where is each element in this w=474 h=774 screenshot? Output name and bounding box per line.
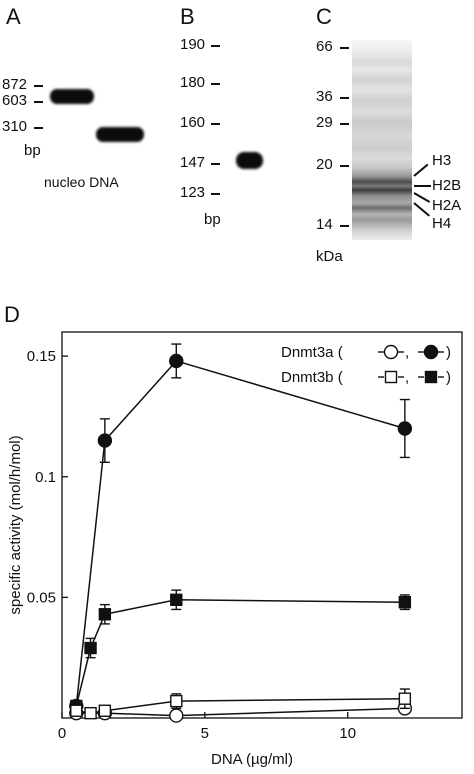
legend-prefix: Dnmt3a ( (281, 344, 343, 361)
marker-66: 66 (316, 38, 333, 55)
legend-open-marker (384, 370, 398, 384)
y-tick-label: 0.1 (35, 469, 56, 486)
activity-chart: 0 5 10 0.05 0.1 0.15 DNA (µg/ml) specific activ… (7, 331, 463, 768)
panel-d-label: D (4, 302, 20, 327)
data-point-square (70, 704, 83, 717)
legend-entry-dnmt3b: Dnmt3b (,) (281, 369, 451, 386)
plot-frame (61, 331, 463, 719)
marker-160: 160 (180, 114, 206, 131)
marker-29-tick (340, 123, 349, 125)
panel-c-label: C (316, 4, 332, 29)
x-axis-label: DNA (µg/ml) (211, 751, 293, 768)
y-tick-label: 0.05 (27, 589, 56, 606)
marker-14: 14 (316, 216, 333, 233)
h3-pointer (413, 163, 429, 177)
series-dnmt3a-filled (69, 343, 413, 714)
panel-a-lane-label: nucleo DNA (44, 174, 119, 190)
legend-suffix: ) (446, 369, 451, 386)
data-point-square (398, 692, 412, 705)
series-dnmt3b-filled (70, 589, 412, 713)
marker-190-tick (211, 45, 220, 47)
band-label-h2a: H2A (432, 197, 462, 214)
legend-open-marker (383, 344, 399, 360)
data-point-circle (97, 433, 113, 448)
series-line (75, 360, 406, 707)
marker-603: 603 (2, 92, 28, 109)
series-line (76, 707, 405, 717)
data-point-square (398, 596, 412, 609)
series-dnmt3b-open (70, 688, 412, 720)
marker-123: 123 (180, 184, 206, 201)
chart-legend: Dnmt3a (,)Dnmt3b (,) (281, 344, 451, 386)
nucleosomal-dna-147-band (236, 152, 263, 169)
x-tick-label: 0 (58, 725, 66, 742)
marker-603-tick (34, 101, 43, 103)
marker-310-tick (34, 127, 43, 129)
data-point-square (98, 704, 112, 717)
legend-sep: , (405, 344, 409, 361)
data-point-square (170, 694, 183, 708)
chart-marks (69, 343, 413, 723)
legend-entry-dnmt3a: Dnmt3a (,) (281, 344, 451, 361)
panel-a-label: A (6, 4, 21, 29)
legend-filled-marker (424, 370, 438, 384)
marker-66-tick (340, 47, 349, 49)
data-point-circle (169, 353, 184, 369)
band-label-h4: H4 (432, 215, 452, 232)
data-point-square (84, 641, 97, 655)
nucleosomal-dna-band (96, 127, 144, 142)
marker-872-tick (34, 85, 43, 87)
legend-prefix: Dnmt3b ( (281, 369, 343, 386)
marker-20-tick (340, 165, 349, 167)
y-axis-label: specific activity (mol/h/mol) (7, 435, 24, 614)
panel-a-unit: bp (24, 142, 41, 159)
series-dnmt3a-open (69, 701, 413, 723)
marker-20: 20 (316, 156, 333, 173)
data-point-square (170, 593, 183, 606)
marker-147-tick (211, 163, 220, 165)
marker-147: 147 (180, 154, 206, 171)
series-line (76, 697, 405, 714)
panel-c-unit: kDa (316, 248, 343, 265)
marker-180-tick (211, 83, 220, 85)
y-tick-label: 0.15 (27, 348, 56, 365)
x-tick-label: 10 (339, 725, 356, 742)
data-point-square (84, 706, 97, 720)
marker-190: 190 (180, 36, 206, 53)
h2a-pointer (413, 192, 431, 203)
panel-b-unit: bp (204, 211, 221, 228)
data-point-square (98, 608, 112, 621)
h4-pointer (413, 202, 430, 217)
band-label-h3: H3 (432, 152, 452, 169)
marker-36: 36 (316, 88, 333, 105)
legend-suffix: ) (446, 344, 451, 361)
data-point-circle (169, 708, 184, 723)
chart-axes: 0 5 10 0.05 0.1 0.15 DNA (µg/ml) specific activ… (7, 331, 463, 768)
marker-180: 180 (180, 74, 206, 91)
marker-123-tick (211, 193, 220, 195)
histone-gel-lane (352, 40, 412, 240)
marker-29: 29 (316, 114, 333, 131)
h2b-pointer (414, 185, 431, 187)
dna-ladder-band (50, 89, 94, 104)
band-label-h2b: H2B (432, 177, 462, 194)
data-point-circle (397, 421, 413, 436)
marker-14-tick (340, 225, 349, 227)
marker-160-tick (211, 123, 220, 125)
panel-b-label: B (180, 4, 195, 29)
legend-sep: , (405, 369, 409, 386)
marker-310: 310 (2, 118, 28, 135)
series-line (75, 599, 405, 707)
x-tick-label: 5 (201, 725, 209, 742)
marker-872: 872 (2, 76, 28, 93)
marker-36-tick (340, 97, 349, 99)
legend-filled-marker (423, 344, 439, 360)
